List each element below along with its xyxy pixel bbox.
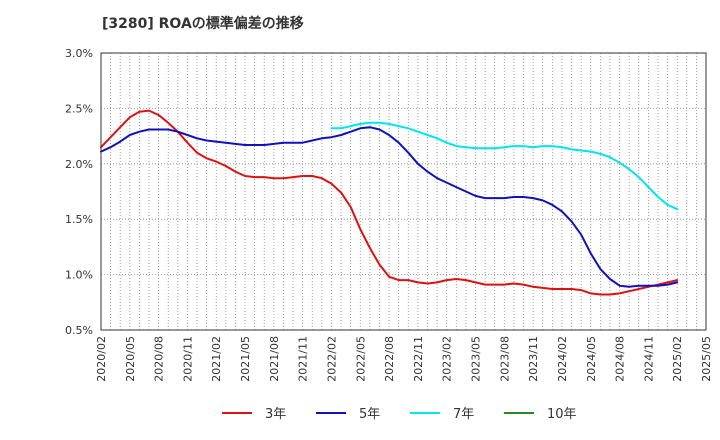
x-tick-label: 2024/05: [585, 336, 598, 382]
x-tick-label: 2024/11: [642, 336, 655, 382]
x-tick-label: 2021/11: [297, 336, 310, 382]
x-tick-label: 2022/05: [354, 336, 367, 382]
x-tick-label: 2022/02: [326, 336, 339, 382]
legend: 3年 5年 7年 10年: [222, 407, 577, 422]
y-tick-label: 0.5%: [65, 324, 93, 337]
x-tick-label: 2024/02: [556, 336, 569, 382]
plot-background: [101, 53, 706, 330]
y-tick-label: 1.5%: [65, 213, 93, 226]
grid-lines: [101, 53, 706, 330]
x-tick-label: 2024/08: [614, 336, 627, 382]
y-tick-label: 1.0%: [65, 269, 93, 282]
chart-title: [3280] ROAの標準偏差の推移: [102, 16, 304, 32]
series-line-5年: [100, 126, 679, 288]
y-tick-label: 3.0%: [65, 47, 93, 60]
x-tick-label: 2023/02: [441, 336, 454, 382]
legend-label-7年: 7年: [453, 407, 474, 422]
x-tick-label: 2022/08: [383, 336, 396, 382]
x-tick-label: 2021/08: [268, 336, 281, 382]
x-tick-label: 2025/05: [700, 336, 713, 382]
x-tick-label: 2021/02: [210, 336, 223, 382]
x-tick-label: 2021/05: [239, 336, 252, 382]
x-tick-label: 2023/08: [498, 336, 511, 382]
x-tick-label: 2023/11: [527, 336, 540, 382]
legend-label-10年: 10年: [547, 407, 577, 422]
plot-area: [101, 53, 706, 330]
x-tick-label: 2020/05: [124, 336, 137, 382]
series-lines: [100, 109, 679, 296]
y-tick-label: 2.5%: [65, 102, 93, 115]
legend-label-3年: 3年: [265, 407, 286, 422]
x-tick-label: 2023/05: [470, 336, 483, 382]
x-tick-label: 2020/11: [181, 336, 194, 382]
series-line-7年: [330, 121, 679, 211]
plot-frame: [100, 52, 707, 331]
legend-label-5年: 5年: [359, 407, 380, 422]
x-tick-label: 2020/02: [95, 336, 108, 382]
x-tick-label: 2025/02: [671, 336, 684, 382]
series-line-3年: [100, 109, 679, 296]
axes: 0.5% 1.0% 1.5% 2.0% 2.5% 3.0% 2020/02 2020/05 20…: [65, 47, 713, 382]
y-tick-label: 2.0%: [65, 158, 93, 171]
x-tick-label: 2022/11: [412, 336, 425, 382]
x-tick-label: 2020/08: [153, 336, 166, 382]
